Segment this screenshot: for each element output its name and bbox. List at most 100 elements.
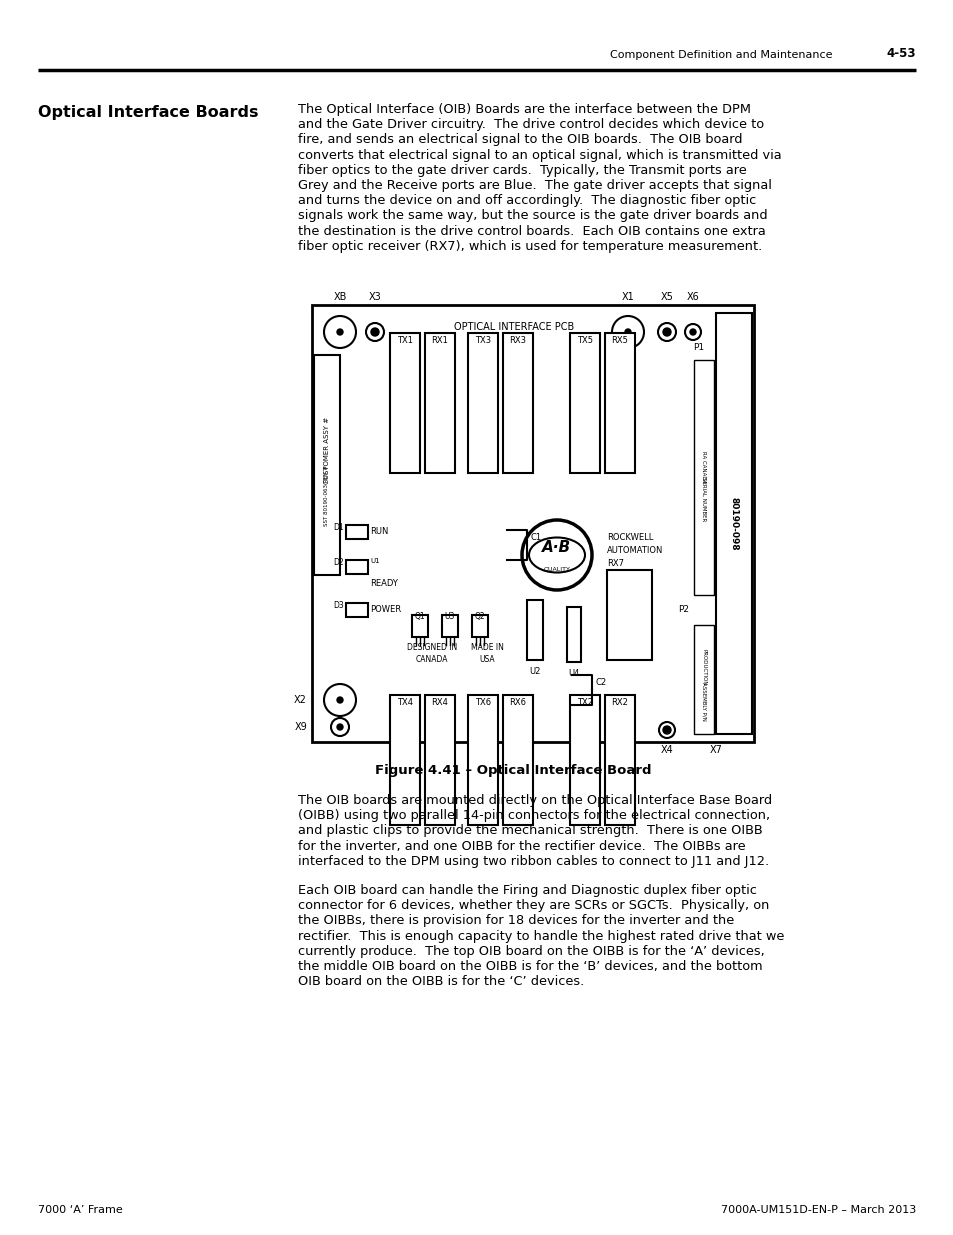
Text: The Optical Interface (OIB) Boards are the interface between the DPM: The Optical Interface (OIB) Boards are t… (297, 103, 750, 116)
Circle shape (624, 329, 630, 335)
Bar (693, 625, 713, 734)
Text: U2: U2 (529, 667, 540, 676)
Text: 7000 ‘A’ Frame: 7000 ‘A’ Frame (38, 1205, 123, 1215)
Text: 7000A-UM151D-EN-P – March 2013: 7000A-UM151D-EN-P – March 2013 (720, 1205, 915, 1215)
Circle shape (324, 316, 355, 348)
Text: TX2: TX2 (577, 698, 593, 706)
Bar (569, 695, 599, 825)
Bar (526, 600, 542, 659)
Text: MADE IN: MADE IN (470, 643, 503, 652)
Circle shape (658, 324, 676, 341)
Text: RX3: RX3 (509, 336, 526, 345)
Circle shape (662, 726, 670, 734)
Text: U1: U1 (370, 558, 379, 564)
Circle shape (324, 684, 355, 716)
Text: Each OIB board can handle the Firing and Diagnostic duplex fiber optic: Each OIB board can handle the Firing and… (297, 884, 756, 897)
Text: fire, and sends an electrical signal to the OIB boards.  The OIB board: fire, and sends an electrical signal to … (297, 133, 741, 147)
Text: fiber optics to the gate driver cards.  Typically, the Transmit ports are: fiber optics to the gate driver cards. T… (297, 164, 746, 177)
Text: Figure 4.41 – Optical Interface Board: Figure 4.41 – Optical Interface Board (375, 764, 651, 777)
Text: RX7: RX7 (606, 559, 623, 568)
Text: READY: READY (370, 579, 397, 589)
Circle shape (336, 697, 343, 703)
Text: Optical Interface Boards: Optical Interface Boards (38, 105, 258, 120)
Circle shape (659, 722, 675, 739)
Text: RX5: RX5 (611, 336, 628, 345)
Text: P1: P1 (692, 343, 703, 352)
Circle shape (662, 329, 670, 336)
Text: signals work the same way, but the source is the gate driver boards and: signals work the same way, but the sourc… (297, 210, 767, 222)
Text: RUN: RUN (370, 527, 388, 536)
Text: connector for 6 devices, whether they are SCRs or SGCTs.  Physically, on: connector for 6 devices, whether they ar… (297, 899, 768, 913)
Text: A·B: A·B (542, 540, 571, 555)
Text: and turns the device on and off accordingly.  The diagnostic fiber optic: and turns the device on and off accordin… (297, 194, 756, 207)
Text: RX1: RX1 (431, 336, 448, 345)
Bar (468, 695, 497, 825)
Bar (346, 525, 368, 538)
Text: QUALITY: QUALITY (543, 567, 570, 572)
Bar (472, 615, 488, 637)
Text: X6: X6 (686, 291, 699, 303)
Text: Q2: Q2 (475, 613, 485, 621)
Text: POWER: POWER (370, 605, 400, 615)
Bar (468, 333, 497, 473)
Text: U4: U4 (568, 669, 579, 678)
Text: ROCKWELL: ROCKWELL (606, 534, 653, 542)
Text: U3: U3 (444, 613, 455, 621)
Text: C2: C2 (596, 678, 606, 687)
Text: D1: D1 (333, 522, 344, 532)
Bar (441, 615, 457, 637)
Text: 80190-098: 80190-098 (729, 496, 738, 551)
Bar (502, 695, 533, 825)
Text: TX3: TX3 (475, 336, 491, 345)
Circle shape (336, 724, 343, 730)
Text: PRODUCTION: PRODUCTION (700, 650, 706, 685)
Text: AUTOMATION: AUTOMATION (606, 546, 662, 555)
Bar (346, 559, 368, 574)
Text: the OIBBs, there is provision for 18 devices for the inverter and the: the OIBBs, there is provision for 18 dev… (297, 914, 734, 927)
Text: TX5: TX5 (577, 336, 593, 345)
Circle shape (366, 324, 384, 341)
Text: rectifier.  This is enough capacity to handle the highest rated drive that we: rectifier. This is enough capacity to ha… (297, 930, 783, 942)
Text: CUSTOMER ASSY #: CUSTOMER ASSY # (324, 416, 330, 484)
Text: SST 80190-063 REV #: SST 80190-063 REV # (324, 464, 329, 526)
Text: for the inverter, and one OIBB for the rectifier device.  The OIBBs are: for the inverter, and one OIBB for the r… (297, 840, 745, 852)
Circle shape (371, 329, 378, 336)
Bar (604, 333, 635, 473)
Text: fiber optic receiver (RX7), which is used for temperature measurement.: fiber optic receiver (RX7), which is use… (297, 240, 761, 253)
Text: TX6: TX6 (475, 698, 491, 706)
Bar (502, 333, 533, 473)
Bar (390, 695, 419, 825)
Text: Grey and the Receive ports are Blue.  The gate driver accepts that signal: Grey and the Receive ports are Blue. The… (297, 179, 771, 191)
Circle shape (684, 324, 700, 340)
Text: SERIAL NUMBER: SERIAL NUMBER (700, 478, 706, 521)
Text: OPTICAL INTERFACE PCB: OPTICAL INTERFACE PCB (454, 322, 574, 332)
Bar (314, 354, 339, 576)
Text: TX4: TX4 (396, 698, 413, 706)
Text: (OIBB) using two parallel 14-pin connectors for the electrical connection,: (OIBB) using two parallel 14-pin connect… (297, 809, 769, 823)
Text: currently produce.  The top OIB board on the OIBB is for the ‘A’ devices,: currently produce. The top OIB board on … (297, 945, 764, 958)
Text: TX1: TX1 (396, 336, 413, 345)
Bar (424, 333, 455, 473)
Bar (716, 312, 751, 734)
Text: the middle OIB board on the OIBB is for the ‘B’ devices, and the bottom: the middle OIB board on the OIBB is for … (297, 960, 761, 973)
Circle shape (336, 329, 343, 335)
Text: DESIGNED IN: DESIGNED IN (406, 643, 456, 652)
Circle shape (612, 316, 643, 348)
Text: OIB board on the OIBB is for the ‘C’ devices.: OIB board on the OIBB is for the ‘C’ dev… (297, 976, 583, 988)
Bar (604, 695, 635, 825)
Text: interfaced to the DPM using two ribbon cables to connect to J11 and J12.: interfaced to the DPM using two ribbon c… (297, 855, 768, 868)
Text: USA: USA (478, 655, 495, 664)
Text: D3: D3 (333, 601, 344, 610)
Text: CANADA: CANADA (416, 655, 448, 664)
Text: the destination is the drive control boards.  Each OIB contains one extra: the destination is the drive control boa… (297, 225, 765, 237)
Text: Component Definition and Maintenance: Component Definition and Maintenance (609, 49, 832, 61)
Text: C1: C1 (531, 534, 541, 542)
Bar (412, 615, 428, 637)
Text: converts that electrical signal to an optical signal, which is transmitted via: converts that electrical signal to an op… (297, 148, 781, 162)
Ellipse shape (529, 537, 584, 573)
Circle shape (689, 329, 696, 335)
Circle shape (331, 718, 349, 736)
Text: RX2: RX2 (611, 698, 628, 706)
Text: X7: X7 (709, 745, 721, 755)
Circle shape (521, 520, 592, 590)
